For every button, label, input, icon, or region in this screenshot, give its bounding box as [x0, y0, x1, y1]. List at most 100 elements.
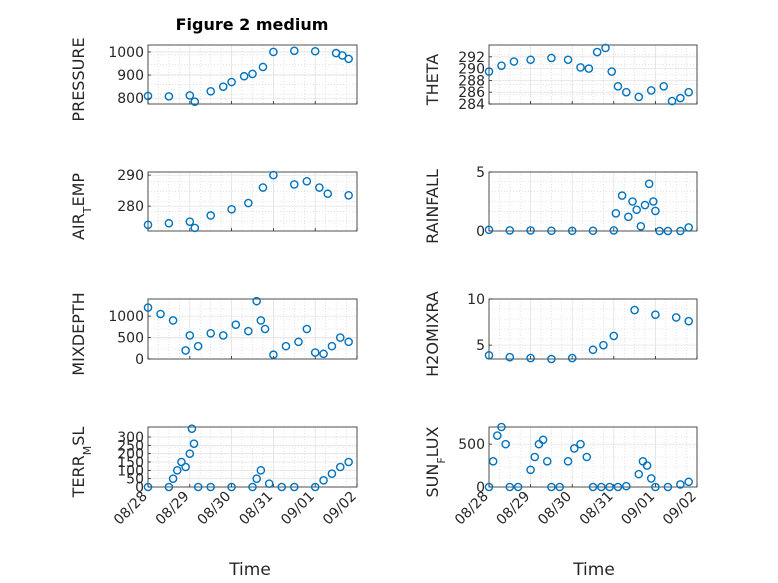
data-point	[302, 177, 312, 186]
y-tick-label: 280	[117, 199, 144, 215]
y-tick-label: 100	[117, 463, 144, 479]
data-point	[676, 93, 685, 103]
data-point	[143, 220, 153, 230]
data-point	[684, 87, 693, 97]
data-point	[605, 482, 614, 492]
y-axis-label: H2OMIXRA	[423, 291, 442, 377]
data-point	[638, 456, 648, 466]
data-point	[576, 63, 585, 72]
data-point	[277, 482, 287, 492]
data-point	[505, 226, 515, 235]
data-point	[547, 354, 556, 364]
data-point	[258, 183, 268, 192]
x-tick-label: 09/02	[660, 489, 700, 529]
data-point	[227, 77, 236, 87]
data-point	[156, 309, 165, 319]
x-tick-label: 08/30	[535, 489, 575, 529]
data-point	[547, 53, 556, 63]
data-point	[634, 92, 644, 102]
data-point	[168, 474, 178, 483]
y-tick-label: 5	[476, 338, 485, 354]
data-point	[248, 69, 257, 79]
data-point	[258, 62, 268, 72]
data-point	[488, 456, 498, 466]
axes-box	[488, 44, 698, 105]
x-axis-label-right: Time	[572, 560, 615, 580]
data-point	[327, 341, 337, 351]
data-point	[621, 87, 631, 97]
x-tick-label: 08/29	[494, 489, 534, 529]
data-point	[344, 337, 353, 347]
data-point	[567, 226, 577, 236]
data-point	[319, 349, 328, 359]
y-tick-label: 0	[135, 352, 144, 368]
data-point	[344, 457, 353, 467]
data-point	[281, 341, 291, 351]
y-tick-label: 5	[476, 165, 485, 181]
data-point	[676, 480, 685, 489]
data-point	[563, 55, 573, 65]
data-point	[289, 180, 299, 189]
data-point	[684, 477, 693, 487]
data-point	[143, 91, 153, 101]
data-point	[611, 208, 621, 218]
data-point	[252, 474, 261, 483]
axes-box	[488, 298, 698, 360]
x-tick-label: 08/30	[195, 489, 235, 529]
data-point	[640, 200, 650, 210]
x-axis-label-left: Time	[228, 560, 271, 580]
data-point	[193, 482, 203, 492]
data-point	[497, 422, 506, 432]
data-point	[597, 482, 606, 492]
data-point	[584, 64, 594, 73]
data-point	[206, 328, 215, 338]
y-tick-label: 50	[126, 472, 144, 488]
x-tick-label: 08/28	[111, 489, 151, 529]
data-point	[636, 221, 646, 231]
subplot-4: 0 5 RAINFALL	[423, 165, 698, 244]
data-point	[289, 482, 299, 492]
data-point	[327, 469, 337, 478]
data-point	[651, 482, 660, 492]
data-point	[526, 465, 535, 475]
data-point	[323, 189, 333, 199]
y-axis-label: RAINFALL	[423, 169, 442, 244]
data-point	[310, 482, 320, 492]
data-point	[509, 57, 519, 66]
data-point	[231, 320, 241, 330]
data-point	[644, 179, 654, 189]
data-point	[607, 67, 617, 76]
y-tick-label: 10	[467, 292, 485, 308]
data-point	[218, 331, 228, 340]
data-point	[269, 170, 278, 180]
data-point	[667, 96, 677, 106]
x-tick-label: 08/31	[577, 489, 617, 529]
data-point	[248, 482, 257, 492]
data-point	[588, 226, 598, 236]
axes-box	[147, 298, 358, 360]
axes-box	[488, 426, 698, 488]
data-point	[269, 47, 278, 57]
data-point	[302, 324, 312, 334]
axes-box	[147, 44, 358, 105]
data-point	[555, 482, 565, 492]
x-tick-label: 09/02	[320, 489, 360, 529]
y-axis-label: MIXDEPTH	[69, 292, 88, 375]
y-tick-label: 900	[117, 68, 144, 84]
data-point	[569, 444, 579, 453]
x-tick-label: 09/01	[278, 489, 318, 529]
y-tick-label: 286	[458, 85, 485, 101]
data-point	[599, 340, 608, 350]
y-tick-label: 500	[458, 437, 485, 453]
data-point	[187, 424, 197, 433]
data-point	[526, 55, 535, 65]
data-point	[576, 439, 585, 449]
data-point	[260, 324, 270, 334]
y-axis-label: THETA	[423, 54, 442, 106]
subplot-3: 280 290 AIRTEMP	[69, 168, 358, 240]
data-point	[294, 337, 303, 347]
data-point	[671, 313, 681, 322]
y-tick-label: 0	[135, 480, 144, 496]
data-point	[185, 449, 195, 458]
data-point	[484, 351, 494, 360]
